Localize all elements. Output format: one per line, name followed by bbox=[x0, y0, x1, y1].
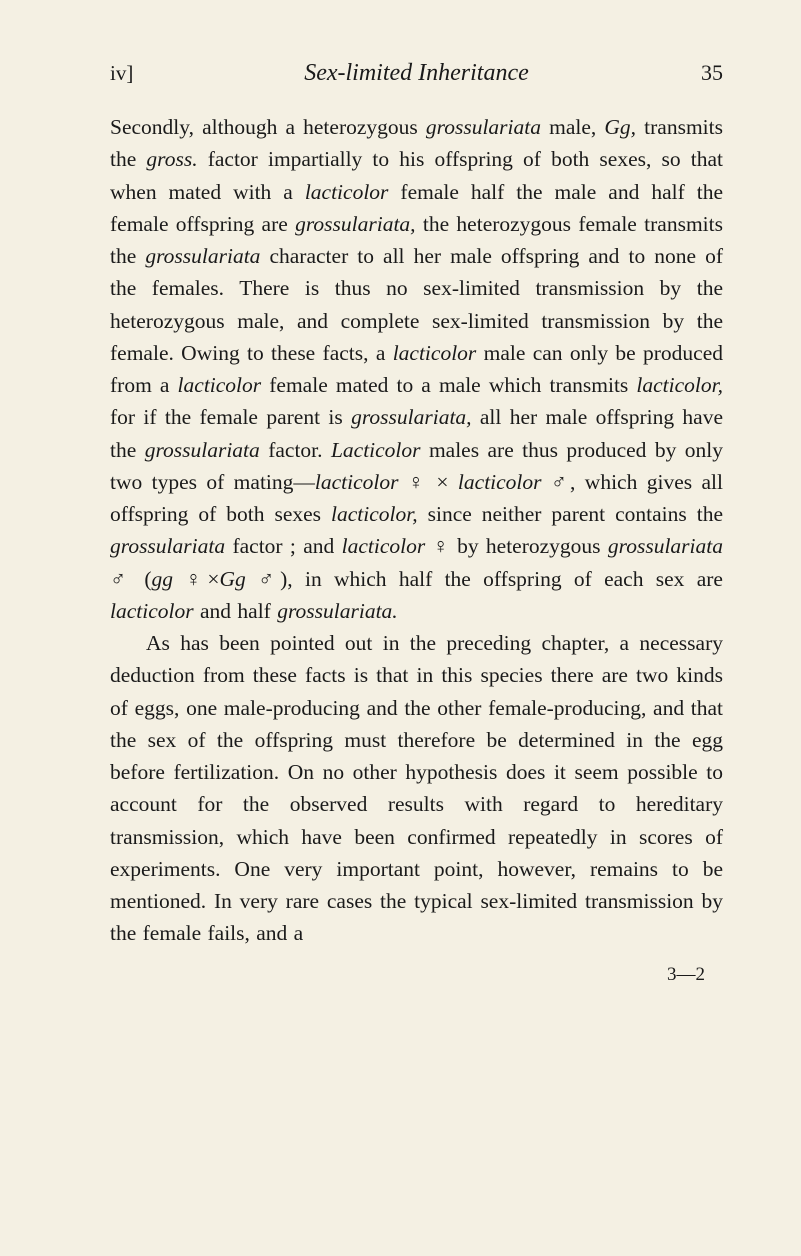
italic-run: grossulariata bbox=[145, 244, 260, 268]
italic-run: Lacticolor bbox=[331, 438, 421, 462]
section-numeral: iv] bbox=[110, 61, 170, 86]
text-run: factor. bbox=[260, 438, 331, 462]
text-run: ♀ × bbox=[399, 470, 458, 494]
running-title: Sex-limited Inheritance bbox=[170, 60, 663, 87]
text-run: ♀ by heterozygous bbox=[425, 534, 608, 558]
italic-run: lacticolor bbox=[458, 470, 542, 494]
italic-run: Gg bbox=[220, 567, 246, 591]
italic-run: grossulariata. bbox=[277, 599, 397, 623]
italic-run: grossulariata bbox=[608, 534, 723, 558]
text-run: ♂ ( bbox=[110, 567, 152, 591]
body-text: Secondly, although a heterozygous grossu… bbox=[110, 111, 723, 950]
signature-mark: 3—2 bbox=[110, 964, 723, 986]
italic-run: lacticolor bbox=[393, 341, 477, 365]
text-run: male, bbox=[541, 115, 604, 139]
italic-run: lacticolor bbox=[342, 534, 426, 558]
italic-run: grossulariata bbox=[426, 115, 541, 139]
text-run: Secondly, although a heterozygous bbox=[110, 115, 426, 139]
italic-run: gross. bbox=[146, 147, 197, 171]
italic-run: lacticolor, bbox=[331, 502, 418, 526]
text-run: since neither parent contains the bbox=[418, 502, 723, 526]
text-run: ♀× bbox=[173, 567, 219, 591]
italic-run: lacticolor bbox=[315, 470, 399, 494]
italic-run: grossu­lariata bbox=[145, 438, 260, 462]
italic-run: grossulariata bbox=[110, 534, 225, 558]
text-run: female mated to a male which transmits bbox=[261, 373, 636, 397]
paragraph-1: Secondly, although a heterozygous grossu… bbox=[110, 111, 723, 627]
text-run: factor ; and bbox=[225, 534, 342, 558]
italic-run: lacticolor, bbox=[636, 373, 723, 397]
italic-run: lacticolor bbox=[110, 599, 194, 623]
italic-run: lacticolor bbox=[178, 373, 262, 397]
italic-run: Gg, bbox=[604, 115, 636, 139]
running-header: iv] Sex-limited Inheritance 35 bbox=[110, 60, 723, 87]
text-run: ♂), in which half the offspring of each … bbox=[246, 567, 723, 591]
text-run: and half bbox=[194, 599, 278, 623]
text-run: As has been pointed out in the preceding… bbox=[110, 631, 723, 945]
paragraph-2: As has been pointed out in the preceding… bbox=[110, 627, 723, 950]
text-run: for if the female parent is bbox=[110, 405, 351, 429]
italic-run: lacticolor bbox=[305, 180, 389, 204]
page-number: 35 bbox=[663, 60, 723, 86]
italic-run: gg bbox=[152, 567, 174, 591]
italic-run: grossulariata, bbox=[351, 405, 471, 429]
italic-run: grossulariata, bbox=[295, 212, 415, 236]
